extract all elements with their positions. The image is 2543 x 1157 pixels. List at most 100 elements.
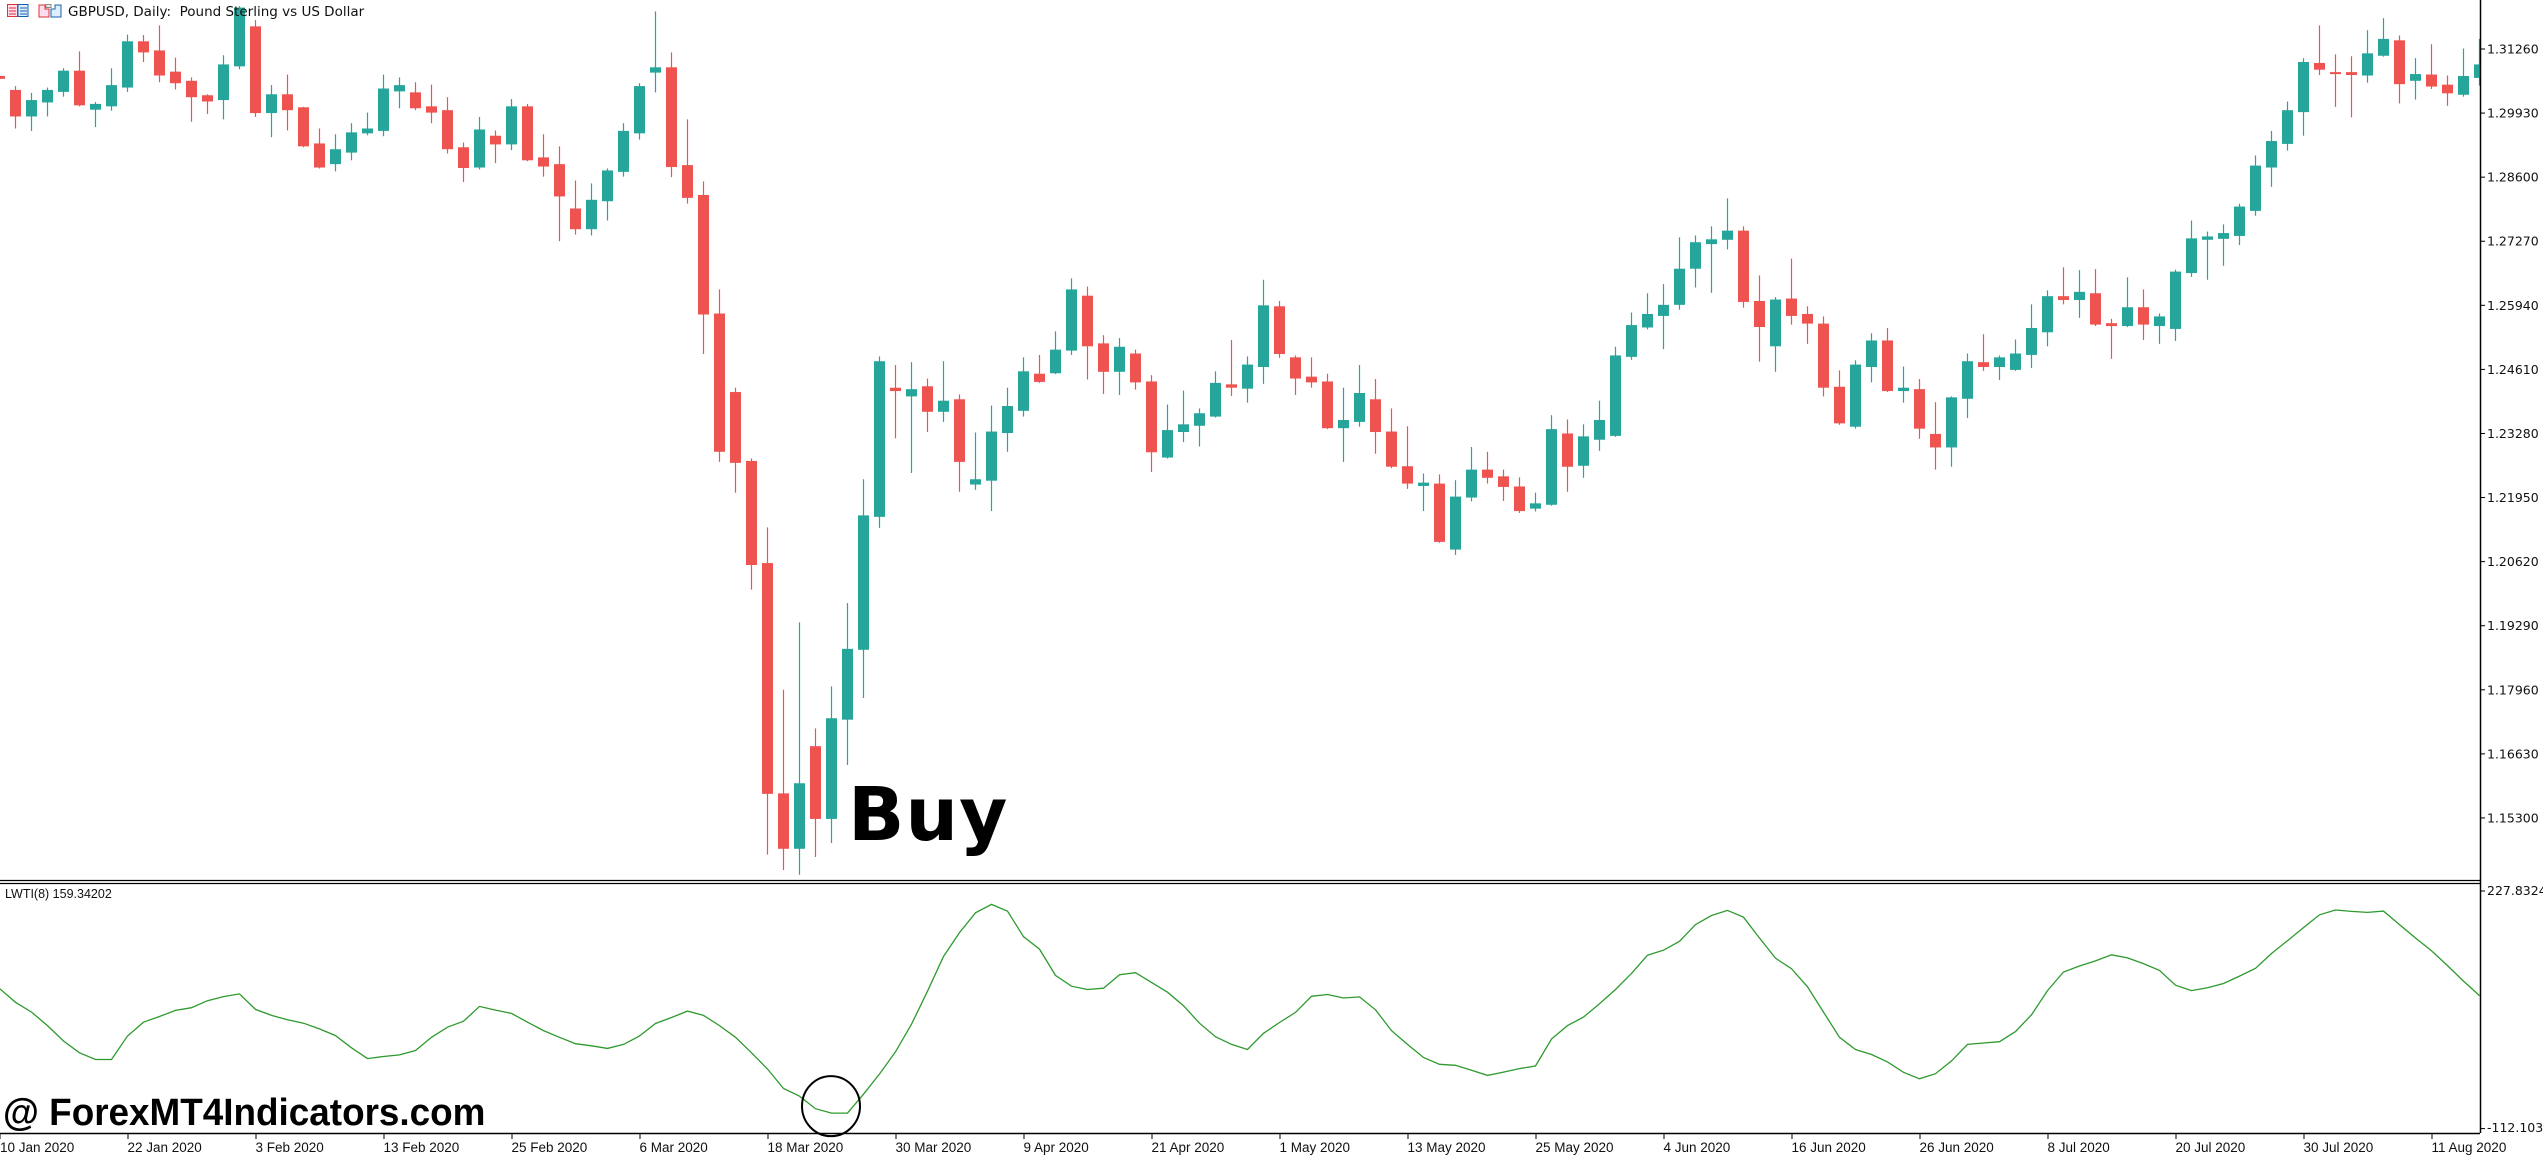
candle[interactable]	[2170, 269, 2181, 341]
candle[interactable]	[730, 387, 741, 493]
candle[interactable]	[2218, 224, 2229, 266]
candle[interactable]	[1050, 331, 1061, 375]
candle[interactable]	[1850, 360, 1861, 429]
candle[interactable]	[714, 289, 725, 462]
candle[interactable]	[1178, 390, 1189, 443]
candle[interactable]	[1226, 340, 1237, 396]
candle[interactable]	[1114, 338, 1125, 395]
candle[interactable]	[1658, 284, 1669, 350]
candle[interactable]	[1370, 379, 1381, 454]
candle[interactable]	[2378, 18, 2389, 57]
candle[interactable]	[826, 686, 837, 844]
candle[interactable]	[1434, 474, 1445, 543]
candle[interactable]	[1402, 426, 1413, 489]
candle[interactable]	[1690, 235, 1701, 288]
candle[interactable]	[890, 365, 901, 439]
candle[interactable]	[378, 74, 389, 137]
candle[interactable]	[1034, 354, 1045, 383]
candle[interactable]	[10, 86, 21, 129]
candle[interactable]	[1946, 396, 1957, 467]
candle[interactable]	[1802, 306, 1813, 344]
candle[interactable]	[90, 101, 101, 128]
candle[interactable]	[1546, 415, 1557, 506]
candle[interactable]	[2362, 30, 2373, 83]
candle[interactable]	[2186, 220, 2197, 277]
candle[interactable]	[298, 106, 309, 148]
candle[interactable]	[554, 146, 565, 242]
candle[interactable]	[778, 689, 789, 870]
candle[interactable]	[1306, 357, 1317, 388]
candle[interactable]	[2474, 38, 2485, 86]
candle[interactable]	[1146, 375, 1157, 473]
chart-template-icon[interactable]	[38, 4, 62, 23]
candle[interactable]	[2234, 203, 2245, 246]
candle[interactable]	[1018, 357, 1029, 417]
candle[interactable]	[1098, 335, 1109, 394]
candle[interactable]	[314, 128, 325, 169]
candle[interactable]	[2458, 48, 2469, 97]
candle[interactable]	[346, 123, 357, 161]
candle[interactable]	[794, 622, 805, 875]
candle[interactable]	[1674, 237, 1685, 310]
candle[interactable]	[1914, 379, 1925, 439]
candle[interactable]	[42, 87, 53, 117]
candle[interactable]	[1242, 356, 1253, 403]
candle[interactable]	[1530, 492, 1541, 512]
candle[interactable]	[1338, 387, 1349, 462]
candle[interactable]	[394, 77, 405, 109]
candle[interactable]	[2090, 269, 2101, 327]
candle[interactable]	[1450, 480, 1461, 555]
candle[interactable]	[282, 74, 293, 131]
candle[interactable]	[2282, 101, 2293, 151]
candle[interactable]	[1578, 424, 1589, 478]
candle[interactable]	[1994, 355, 2005, 380]
candle[interactable]	[906, 362, 917, 473]
candle[interactable]	[2106, 318, 2117, 359]
candle[interactable]	[682, 119, 693, 204]
candle[interactable]	[1466, 446, 1477, 502]
candle[interactable]	[970, 432, 981, 490]
candle[interactable]	[1818, 316, 1829, 397]
candle[interactable]	[2250, 155, 2261, 216]
price-axis[interactable]: 1.31260 1.29930 1.28600 1.27270 1.25940 1.246…	[2480, 42, 2539, 826]
candle[interactable]	[1834, 370, 1845, 425]
candle[interactable]	[698, 181, 709, 354]
candle[interactable]	[26, 92, 37, 131]
time-axis[interactable]: 10 Jan 2020 22 Jan 2020 3 Feb 2020 13 Feb 2…	[0, 1133, 2506, 1155]
candle[interactable]	[2394, 35, 2405, 104]
candle[interactable]	[2442, 75, 2453, 106]
candle[interactable]	[58, 68, 69, 97]
candle[interactable]	[986, 405, 997, 512]
candle[interactable]	[2346, 56, 2357, 118]
candle[interactable]	[218, 55, 229, 120]
candle[interactable]	[1722, 198, 1733, 250]
candle[interactable]	[842, 603, 853, 765]
candle[interactable]	[1770, 297, 1781, 372]
candle[interactable]	[874, 356, 885, 528]
candle[interactable]	[762, 527, 773, 855]
candle[interactable]	[474, 116, 485, 170]
candle[interactable]	[1642, 293, 1653, 330]
candle[interactable]	[1258, 279, 1269, 384]
candle[interactable]	[458, 142, 469, 182]
candle[interactable]	[522, 103, 533, 162]
candle[interactable]	[1738, 226, 1749, 308]
candle[interactable]	[1162, 404, 1173, 459]
candle[interactable]	[1610, 346, 1621, 437]
candle[interactable]	[666, 52, 677, 178]
candle[interactable]	[426, 84, 437, 124]
candle[interactable]	[106, 68, 117, 111]
candle[interactable]	[1274, 300, 1285, 358]
candle[interactable]	[2202, 231, 2213, 280]
candle[interactable]	[1210, 371, 1221, 418]
candle[interactable]	[586, 183, 597, 236]
candle[interactable]	[234, 6, 245, 70]
candle[interactable]	[1322, 373, 1333, 430]
candle[interactable]	[858, 479, 869, 698]
candle[interactable]	[1082, 286, 1093, 380]
candle[interactable]	[1962, 353, 1973, 419]
candle[interactable]	[1290, 355, 1301, 395]
candle[interactable]	[2122, 277, 2133, 327]
candle[interactable]	[1386, 408, 1397, 469]
candle[interactable]	[1626, 312, 1637, 360]
